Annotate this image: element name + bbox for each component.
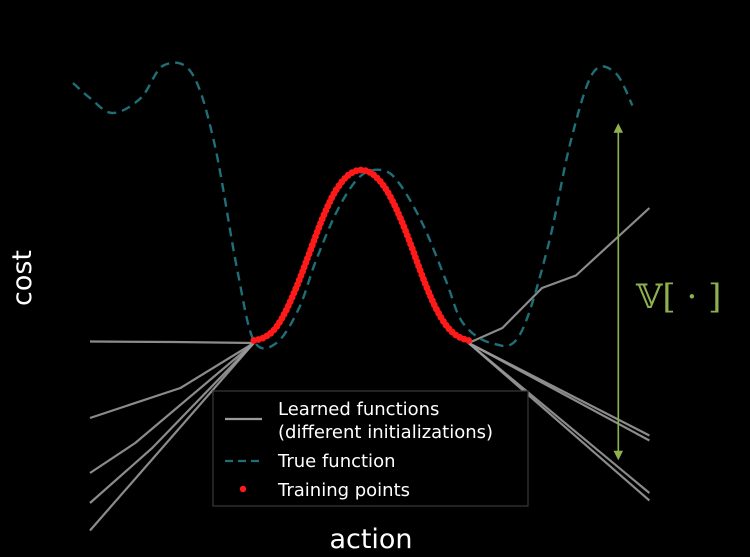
learned-functions — [89, 207, 651, 532]
learned-function-line-6 — [468, 207, 651, 345]
variance-annotation: 𝕍[ · ] — [613, 123, 721, 461]
learned-function-line-2 — [89, 342, 255, 420]
legend: Learned functions (different initializat… — [212, 390, 529, 507]
legend-label-learned: Learned functions — [278, 399, 439, 420]
legend-box — [212, 390, 529, 507]
learned-function-line-3 — [89, 342, 255, 474]
legend-label-true: True function — [277, 451, 395, 472]
learned-function-line-5 — [89, 342, 255, 532]
training-points-series — [250, 166, 472, 344]
legend-swatch-training — [239, 485, 247, 493]
true-function-line — [72, 61, 634, 350]
legend-label-training: Training points — [277, 480, 410, 501]
true-function-series — [72, 61, 634, 350]
y-axis-label: cost — [7, 250, 38, 306]
training-point — [465, 337, 472, 344]
learned-function-line-1 — [89, 340, 254, 345]
x-axis-label: action — [329, 524, 412, 555]
learned-function-line-4 — [89, 342, 255, 504]
variance-label: 𝕍[ · ] — [635, 277, 721, 317]
learned-function-line-10 — [467, 342, 651, 502]
legend-label-learned-line2: (different initializations) — [278, 422, 493, 443]
